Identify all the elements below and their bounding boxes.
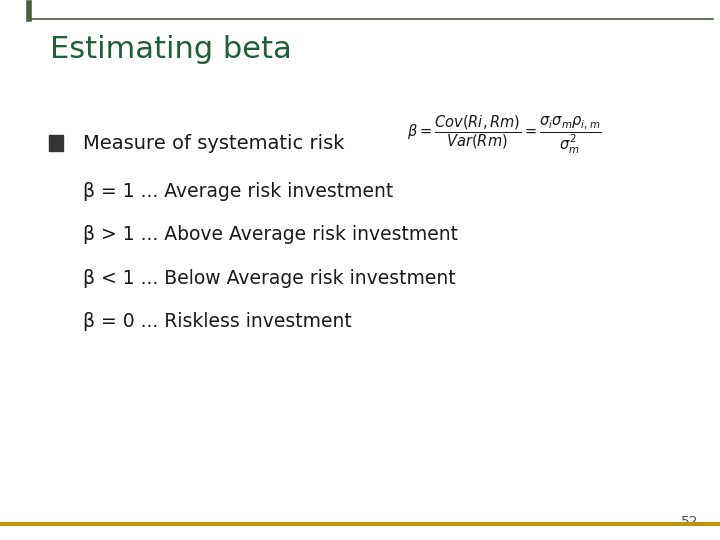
Text: β < 1 ... Below Average risk investment: β < 1 ... Below Average risk investment	[83, 268, 456, 288]
Text: 52: 52	[681, 515, 698, 529]
Text: $\beta = \dfrac{Cov(Ri,Rm)}{Var(Rm)} = \dfrac{\sigma_i \sigma_m \rho_{i,m}}{\sig: $\beta = \dfrac{Cov(Ri,Rm)}{Var(Rm)} = \…	[407, 113, 601, 157]
Text: β = 0 ... Riskless investment: β = 0 ... Riskless investment	[83, 312, 351, 331]
Text: β = 1 ... Average risk investment: β = 1 ... Average risk investment	[83, 182, 393, 201]
Text: β > 1 ... Above Average risk investment: β > 1 ... Above Average risk investment	[83, 225, 458, 245]
Text: Measure of systematic risk: Measure of systematic risk	[83, 133, 344, 153]
Text: Estimating beta: Estimating beta	[50, 35, 292, 64]
Bar	[49, 135, 63, 151]
